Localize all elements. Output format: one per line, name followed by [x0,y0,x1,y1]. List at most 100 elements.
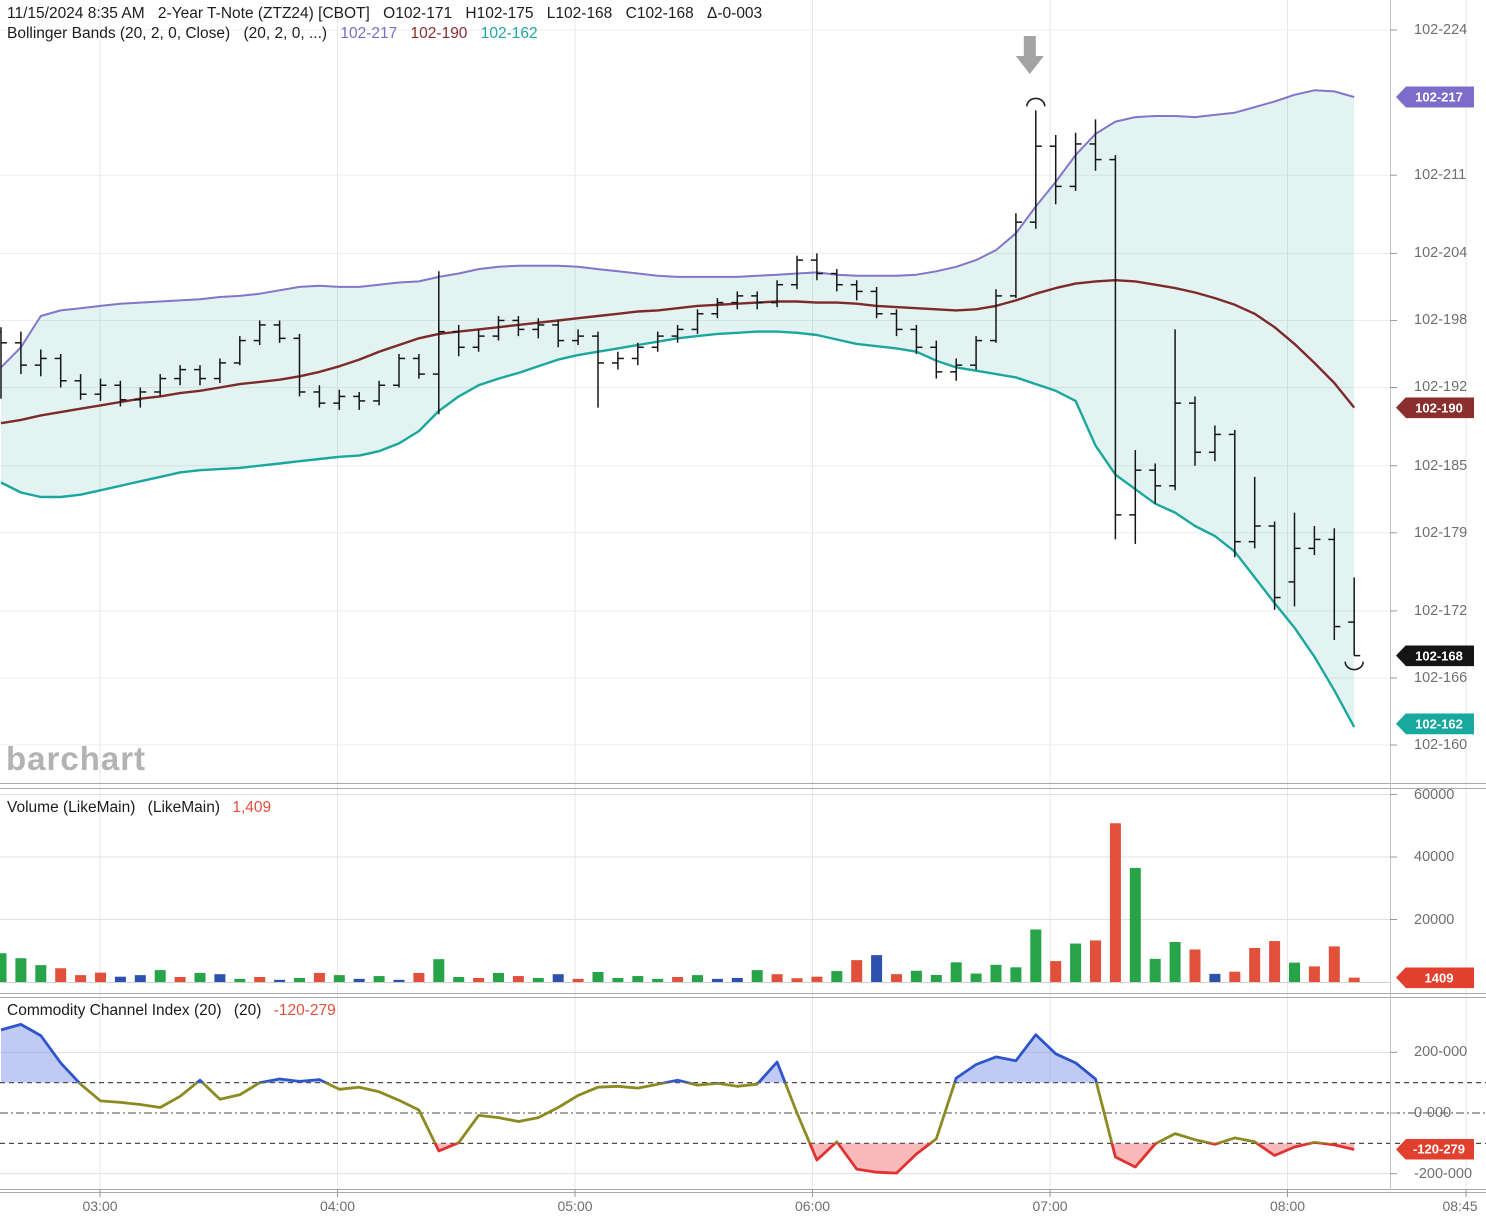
price-axis-label: 102-224 [1414,21,1468,38]
volume-bar [1169,942,1181,982]
volume-bar [95,972,106,982]
ohlc-bar [412,353,425,379]
ohlc-bar [134,387,147,408]
price-axis-label: 102-198 [1414,312,1468,329]
volume-bar [990,964,1002,982]
price-pane[interactable] [0,0,1390,783]
volume-bar [1090,940,1101,982]
ohlc-bar [333,389,346,410]
study-name[interactable]: Bollinger Bands (20, 2, 0, Close) [7,25,231,42]
cci-axis-label: 0-000 [1414,1105,1452,1121]
volume-bar [55,968,67,982]
header-instrument: 2-Year T-Note (ZTZ24) [CBOT] [157,5,370,22]
volume-bar [0,953,7,982]
ohlc-bar [592,331,604,408]
volume-badge: 1409 [1396,967,1474,989]
ohlc-bar [711,298,724,319]
ohlc-bar [611,351,624,370]
barchart-logo: barchart [6,740,147,777]
volume-bar [652,978,664,982]
ohlc-bar [1208,425,1221,462]
time-axis-label: 03:00 [82,1198,118,1214]
cci-line-overbought [0,1023,1098,1083]
cci-study-name[interactable]: Commodity Channel Index (20) [7,1002,222,1019]
ohlc-bar [1129,450,1142,544]
volume-bar [413,972,425,982]
ohlc-bar [472,329,485,352]
volume-bar [35,965,47,982]
time-axis[interactable] [0,1193,1486,1226]
volume-bar [632,976,644,982]
study-params[interactable]: (20, 2, 0, ...) [243,25,328,42]
ohlc-bar [731,291,744,310]
volume-bar [493,972,504,982]
volume-pane-group [0,794,1390,983]
volume-bar [254,977,266,982]
cci-pane[interactable] [0,997,1390,1190]
volume-bar [512,976,524,982]
ohlc-bar [1149,463,1162,504]
ohlc-bar [393,353,405,388]
last-price-badge: 102-168 [1396,645,1474,667]
volume-bar [1269,941,1281,982]
ohlc-bar [671,324,684,343]
price-axis-label: 102-179 [1414,524,1468,541]
ohlc-bar [174,365,187,386]
bollinger-upper-badge: 102-217 [1396,86,1474,108]
volume-bar [1050,961,1062,982]
price-axis-label: 102-160 [1414,737,1468,753]
time-axis-label: 04:00 [319,1198,356,1214]
ohlc-bar [74,374,87,400]
price-axis-label: 102-166 [1414,669,1468,686]
volume-pane[interactable] [0,790,1390,993]
ohlc-bar [492,315,505,341]
ohlc-bar [233,336,246,366]
volume-bar [1109,823,1121,982]
ohlc-bar [1268,521,1281,610]
ohlc-bar [1308,526,1321,556]
cci-panel-label: Commodity Channel Index (20) (20) -120-2… [7,1002,344,1020]
ohlc-bar [970,336,983,370]
volume-bar [552,974,564,982]
ohlc-bar [373,380,386,406]
low-of-day-marker [1344,661,1364,671]
time-axis-label: 07:00 [1032,1198,1068,1214]
volume-study-name[interactable]: Volume (LikeMain) [7,799,136,816]
volume-study-params[interactable]: (LikeMain) [147,799,221,816]
ohlc-bar [870,286,883,319]
ohlc-bar [1189,396,1201,466]
ohlc-bar [1328,528,1341,640]
header-high: H102-175 [465,5,534,22]
volume-bar [353,978,365,982]
bollinger-upper-line [0,89,1355,369]
volume-bar [274,979,286,982]
ohlc-bar [1228,429,1241,558]
ohlc-bar [771,280,784,308]
volume-bar [851,960,863,982]
ohlc-bar [1109,155,1122,540]
volume-bar [453,977,465,982]
cci-study-params[interactable]: (20) [233,1002,262,1019]
ohlc-bar [1029,110,1042,229]
ohlc-bar [512,315,525,337]
ohlc-bar [1009,213,1022,299]
volume-bar [15,958,27,982]
chart-header-line1: 11/15/2024 8:35 AM 2-Year T-Note (ZTZ24)… [7,5,771,23]
cci-current-value: -120-279 [273,1002,336,1019]
volume-bar [1010,967,1022,982]
bollinger-middle-line [0,279,1356,425]
cci-axis-label: 200-000 [1414,1044,1468,1061]
ohlc-bar [910,324,923,354]
volume-bar [711,978,723,982]
cci-line-oversold [433,1143,1355,1175]
volume-bar [1229,971,1241,982]
ohlc-bar [552,320,565,348]
ohlc-bar [0,327,7,399]
ohlc-bar [353,391,366,410]
ohlc-bar [154,374,167,397]
ohlc-bar [572,329,585,346]
volume-bar [930,974,942,982]
ohlc-bar [1049,135,1062,205]
ohlc-bar [1069,132,1082,191]
volume-bar [970,973,982,982]
